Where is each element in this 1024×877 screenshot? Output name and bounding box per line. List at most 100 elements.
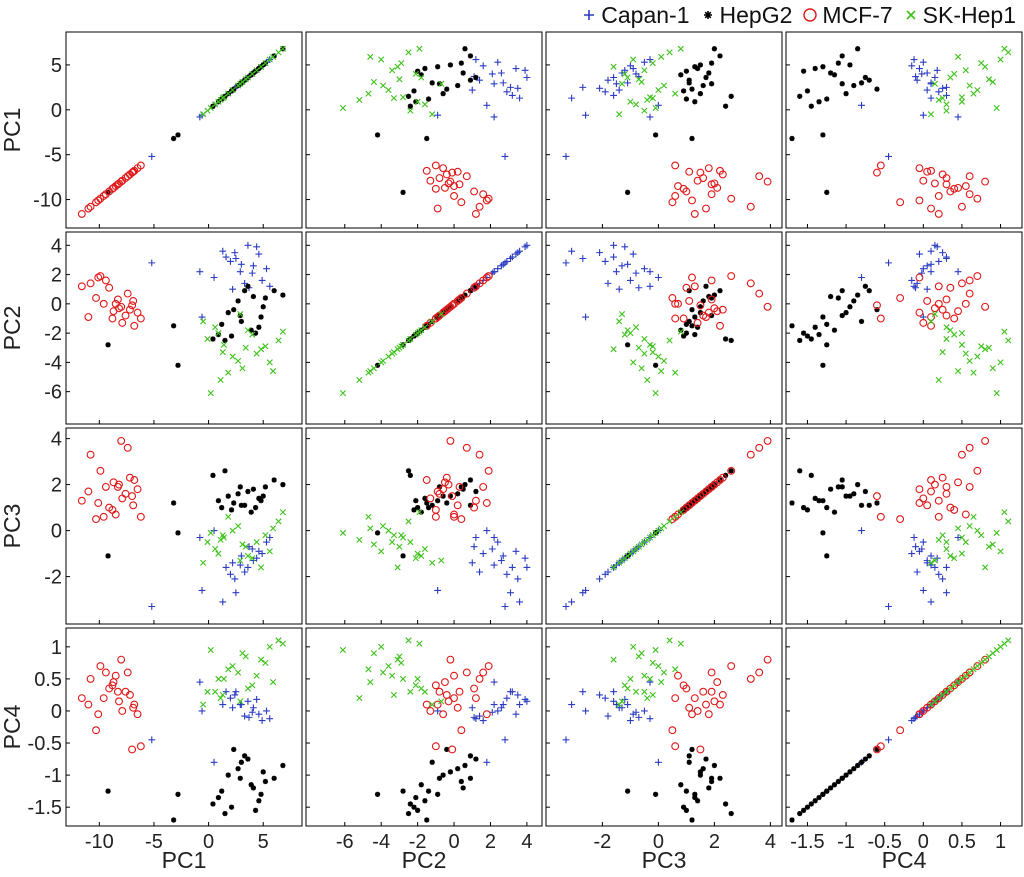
point-hepg2 xyxy=(460,785,466,791)
point-hepg2 xyxy=(812,65,818,72)
point-mcf-7 xyxy=(450,512,458,521)
x-tick-label-pc4: -0.5 xyxy=(867,831,901,853)
point-sk-hep1 xyxy=(1005,518,1012,525)
point-hepg2 xyxy=(444,746,450,753)
point-mcf-7 xyxy=(101,668,110,677)
point-capan-1 xyxy=(918,70,926,78)
panel-frame xyxy=(545,231,783,425)
y-tick-label-pc3: 2 xyxy=(51,475,62,497)
point-capan-1 xyxy=(562,736,570,744)
point-mcf-7 xyxy=(455,687,464,696)
point-capan-1 xyxy=(610,253,617,261)
point-sk-hep1 xyxy=(985,344,993,351)
point-sk-hep1 xyxy=(367,368,374,375)
point-sk-hep1 xyxy=(641,688,648,695)
point-hepg2 xyxy=(703,74,709,81)
point-hepg2 xyxy=(866,502,872,508)
point-capan-1 xyxy=(910,282,918,290)
point-mcf-7 xyxy=(113,180,122,189)
point-mcf-7 xyxy=(115,697,123,706)
point-hepg2 xyxy=(260,493,266,499)
point-mcf-7 xyxy=(942,180,951,189)
point-hepg2 xyxy=(435,791,441,797)
point-hepg2 xyxy=(250,486,256,492)
point-sk-hep1 xyxy=(257,63,265,70)
point-hepg2 xyxy=(697,310,703,316)
point-mcf-7 xyxy=(130,166,139,175)
point-hepg2 xyxy=(797,337,803,344)
point-sk-hep1 xyxy=(217,695,224,702)
panel-frame xyxy=(785,231,1023,425)
point-hepg2 xyxy=(816,794,822,801)
point-sk-hep1 xyxy=(219,95,226,102)
point-hepg2 xyxy=(824,788,830,794)
point-hepg2 xyxy=(804,507,811,513)
point-hepg2 xyxy=(824,553,830,559)
point-sk-hep1 xyxy=(275,49,282,56)
point-mcf-7 xyxy=(86,674,95,683)
point-mcf-7 xyxy=(431,512,440,521)
point-mcf-7 xyxy=(433,700,442,709)
point-capan-1 xyxy=(582,313,589,321)
point-mcf-7 xyxy=(440,307,449,316)
point-mcf-7 xyxy=(470,187,479,196)
point-mcf-7 xyxy=(938,473,947,482)
point-hepg2 xyxy=(683,96,689,102)
point-capan-1 xyxy=(210,758,218,766)
point-hepg2 xyxy=(820,132,826,138)
point-hepg2 xyxy=(858,318,865,325)
point-mcf-7 xyxy=(128,745,137,754)
point-capan-1 xyxy=(198,707,206,715)
point-capan-1 xyxy=(923,86,931,94)
point-capan-1 xyxy=(601,258,609,265)
point-capan-1 xyxy=(434,707,442,715)
point-hepg2 xyxy=(711,46,717,52)
point-hepg2 xyxy=(843,493,849,499)
point-hepg2 xyxy=(697,769,703,775)
point-sk-hep1 xyxy=(398,60,405,67)
point-sk-hep1 xyxy=(618,557,626,564)
point-mcf-7 xyxy=(707,482,716,491)
point-mcf-7 xyxy=(927,700,935,709)
point-mcf-7 xyxy=(426,176,435,185)
point-hepg2 xyxy=(683,788,689,794)
point-capan-1 xyxy=(210,274,218,281)
point-hepg2 xyxy=(225,493,231,499)
point-hepg2 xyxy=(252,505,259,511)
point-mcf-7 xyxy=(129,703,138,712)
point-hepg2 xyxy=(413,99,419,105)
point-capan-1 xyxy=(933,66,941,74)
point-mcf-7 xyxy=(702,700,710,709)
point-mcf-7 xyxy=(433,204,442,213)
point-sk-hep1 xyxy=(966,82,973,89)
point-capan-1 xyxy=(148,736,156,744)
point-sk-hep1 xyxy=(1001,509,1008,516)
point-mcf-7 xyxy=(954,678,963,687)
point-hepg2 xyxy=(695,798,701,804)
point-mcf-7 xyxy=(954,307,963,316)
point-capan-1 xyxy=(568,701,575,708)
point-mcf-7 xyxy=(688,499,696,507)
point-hepg2 xyxy=(260,304,266,310)
point-sk-hep1 xyxy=(225,513,232,520)
point-mcf-7 xyxy=(435,174,444,182)
point-hepg2 xyxy=(250,785,256,791)
point-hepg2 xyxy=(812,324,818,330)
point-capan-1 xyxy=(615,704,623,712)
point-mcf-7 xyxy=(111,510,120,519)
point-hepg2 xyxy=(653,132,659,138)
point-mcf-7 xyxy=(482,499,491,507)
point-mcf-7 xyxy=(482,273,491,282)
point-sk-hep1 xyxy=(378,548,385,555)
point-sk-hep1 xyxy=(379,522,387,530)
point-hepg2 xyxy=(418,782,424,788)
point-capan-1 xyxy=(582,707,589,715)
point-mcf-7 xyxy=(84,204,93,213)
point-hepg2 xyxy=(831,782,838,788)
point-hepg2 xyxy=(678,327,684,333)
point-capan-1 xyxy=(641,265,648,273)
point-sk-hep1 xyxy=(279,509,286,516)
point-capan-1 xyxy=(232,255,240,262)
point-sk-hep1 xyxy=(993,390,1000,397)
point-mcf-7 xyxy=(942,311,951,320)
